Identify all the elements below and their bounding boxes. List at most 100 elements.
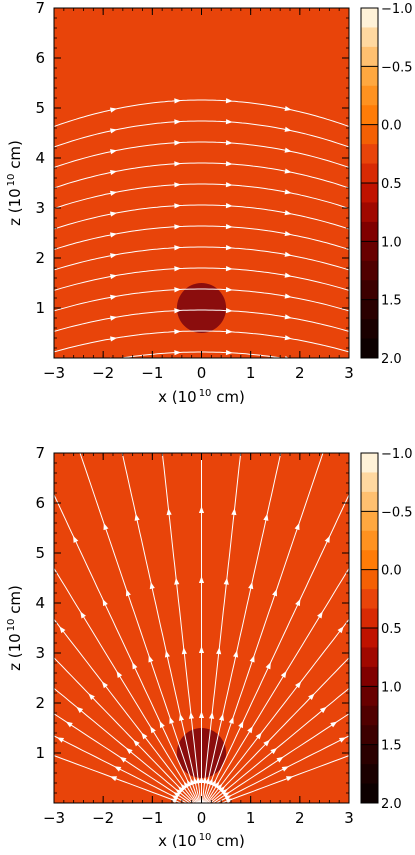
field-arrow <box>284 147 292 153</box>
field-arrow <box>225 798 234 803</box>
field-arrow <box>198 646 205 654</box>
y-axis-label: z (1010 cm) <box>6 585 24 671</box>
field-arrow <box>270 747 278 755</box>
dense-body <box>176 283 227 333</box>
field-line <box>54 267 349 291</box>
field-arrow <box>201 776 208 784</box>
y-axis-label-suffix: cm) <box>6 585 24 618</box>
field-arrow <box>177 786 185 793</box>
x-tick-label: 2 <box>295 364 305 382</box>
colorbar-swatch <box>361 66 378 87</box>
field-arrow <box>125 747 133 755</box>
field-arrow <box>114 766 122 772</box>
field-arrow <box>110 190 118 196</box>
x-axis-label-exponent: 10 <box>199 388 212 399</box>
colorbar: −1.0 −0.5 0.0 0.5 1.0 1.5 2.0 <box>360 2 413 367</box>
colorbar-tick-label: 0.5 <box>381 177 402 192</box>
x-axis-label-suffix: cm) <box>211 832 244 850</box>
x-tick-label: 1 <box>246 809 256 827</box>
field-line <box>203 453 324 803</box>
field-arrow <box>295 681 302 689</box>
x-tick-label: 0 <box>197 809 207 827</box>
field-arrow <box>149 582 155 590</box>
x-axis-label: x (10 10 cm) <box>158 388 245 406</box>
field-line <box>220 755 349 803</box>
field-arrow <box>110 253 118 259</box>
y-tick-label: 5 <box>35 544 45 562</box>
field-arrow <box>225 161 233 167</box>
field-line <box>209 687 349 803</box>
field-arrow <box>73 535 79 543</box>
field-line <box>121 453 201 803</box>
field-arrow <box>174 577 180 585</box>
field-arrow <box>65 721 73 728</box>
colorbar-tick-label: 0.0 <box>381 564 402 579</box>
y-tick-label: 1 <box>35 744 45 762</box>
field-arrow <box>174 182 182 188</box>
field-arrow <box>180 783 187 791</box>
colorbar-swatch <box>361 511 378 532</box>
field-line <box>54 713 191 803</box>
x-tick-label: 1 <box>246 364 256 382</box>
colorbar-swatch <box>361 725 378 746</box>
y-axis-label: z (1010 cm) <box>6 140 24 226</box>
field-line <box>212 713 349 803</box>
field-arrow <box>174 266 182 272</box>
field-line <box>54 288 349 312</box>
field-arrow <box>166 508 172 516</box>
field-arrow <box>125 589 131 597</box>
colorbar-swatch <box>361 783 378 804</box>
field-arrow <box>148 655 154 663</box>
field-arrow <box>174 329 182 335</box>
field-arrow <box>220 788 228 796</box>
field-line <box>79 453 200 803</box>
field-arrow <box>132 662 138 670</box>
field-arrow <box>110 294 118 300</box>
colorbar-swatch <box>361 589 378 610</box>
field-arrow <box>263 739 270 747</box>
field-line <box>54 162 349 189</box>
field-line <box>54 225 349 250</box>
y-axis-label-prefix: z (10 <box>6 188 24 226</box>
x-tick-label: 3 <box>344 809 354 827</box>
colorbar-swatch <box>361 319 378 340</box>
field-line <box>206 618 349 803</box>
field-arrow <box>284 335 292 341</box>
field-arrow <box>294 522 300 531</box>
colorbar-swatch <box>361 338 378 359</box>
colorbar-swatch <box>361 105 378 126</box>
colorbar-swatch <box>361 550 378 571</box>
colorbar-swatch <box>361 183 378 203</box>
x-tick-label: 3 <box>344 364 354 382</box>
field-arrow <box>174 308 182 314</box>
field-arrow <box>338 737 347 743</box>
plot-area <box>54 453 349 803</box>
field-arrow <box>225 245 233 251</box>
y-tick-label: 7 <box>35 444 45 462</box>
colorbar-swatch <box>361 530 378 551</box>
colorbar-swatch <box>361 705 378 726</box>
field-arrow <box>284 293 292 299</box>
colorbar-tick-label: 0.0 <box>381 119 402 134</box>
colorbar-swatch <box>361 472 378 493</box>
field-arrow <box>110 149 118 155</box>
colorbar-swatch <box>361 569 378 590</box>
x-tick-label: −3 <box>43 809 65 827</box>
field-arrow <box>175 788 183 796</box>
field-arrow <box>225 140 233 146</box>
field-arrow <box>284 105 292 112</box>
colorbar-swatch <box>361 608 378 629</box>
field-arrow <box>207 778 213 786</box>
field-arrow <box>255 732 262 740</box>
y-axis-label-suffix: cm) <box>6 140 24 173</box>
field-line <box>208 657 349 803</box>
field-arrow <box>174 98 182 104</box>
field-line <box>54 330 349 353</box>
field-arrow <box>284 314 292 320</box>
field-arrow <box>222 791 230 798</box>
field-line <box>54 657 195 803</box>
colorbar-tick-label: 1.5 <box>381 294 402 309</box>
field-line <box>54 99 349 127</box>
field-arrow <box>233 650 239 658</box>
